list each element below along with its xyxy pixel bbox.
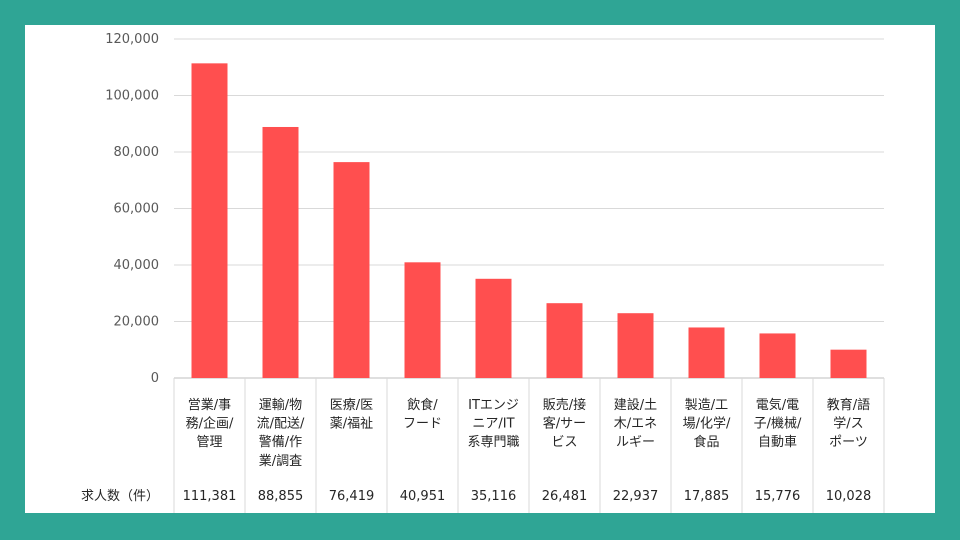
y-tick-label: 20,000 [114, 315, 160, 330]
category-label: 製造/工場/化学/食品 [683, 398, 731, 450]
bar [759, 333, 796, 378]
bar-chart: 020,00040,00060,00080,000100,000120,000 … [81, 32, 885, 513]
value-label: 111,381 [183, 489, 237, 504]
y-tick-label: 80,000 [114, 145, 160, 160]
y-axis-ticks: 0 20,000 40,000 60,000 80,000 100,000 120,000 [105, 32, 159, 386]
value-label: 10,028 [826, 489, 872, 504]
bar [475, 278, 512, 378]
data-table: 営業/事務/企画/管理 111,381 運輸/物流/配送/警備/作業/調査 88,85… [173, 378, 885, 513]
y-tick-label: 100,000 [105, 89, 159, 104]
category-label: 電気/電子/機械/自動車 [754, 397, 802, 450]
bar [404, 262, 441, 378]
value-label: 22,937 [613, 489, 659, 504]
table-row-label: 求人数（件） [81, 489, 159, 504]
value-label: 17,885 [684, 489, 730, 504]
category-label: 建設/土木/エネルギー [614, 397, 657, 450]
bar [688, 327, 725, 378]
y-tick-label: 0 [151, 371, 159, 386]
value-label: 88,855 [258, 489, 304, 504]
bar [617, 313, 654, 378]
category-label: 販売/接客/サービス [543, 397, 586, 450]
bar [333, 162, 370, 378]
value-label: 35,116 [471, 489, 517, 504]
bar [830, 349, 867, 378]
bars [191, 63, 867, 379]
category-label: ITエンジニア/IT 系専門職 [467, 398, 519, 450]
bar [191, 63, 228, 379]
y-tick-label: 60,000 [114, 202, 160, 217]
value-label: 15,776 [755, 489, 801, 504]
category-label: 営業/事務/企画/管理 [186, 397, 234, 450]
bar [546, 303, 583, 378]
value-label: 76,419 [329, 489, 375, 504]
chart-card: 0 20,000 40,000 60,000 80,000 100,000 120,000 … [25, 25, 935, 513]
category-label: 運輸/物流/配送/警備/作業/調査 [257, 398, 305, 469]
category-label: 飲食/フード [403, 397, 442, 432]
value-label: 26,481 [542, 489, 588, 504]
bar [262, 126, 299, 379]
value-label: 40,951 [400, 489, 446, 504]
category-label: 医療/医薬/福祉 [330, 398, 373, 432]
y-tick-label: 40,000 [114, 258, 160, 273]
y-tick-label: 120,000 [105, 32, 159, 47]
category-label: 教育/語学/スポーツ [827, 397, 870, 450]
